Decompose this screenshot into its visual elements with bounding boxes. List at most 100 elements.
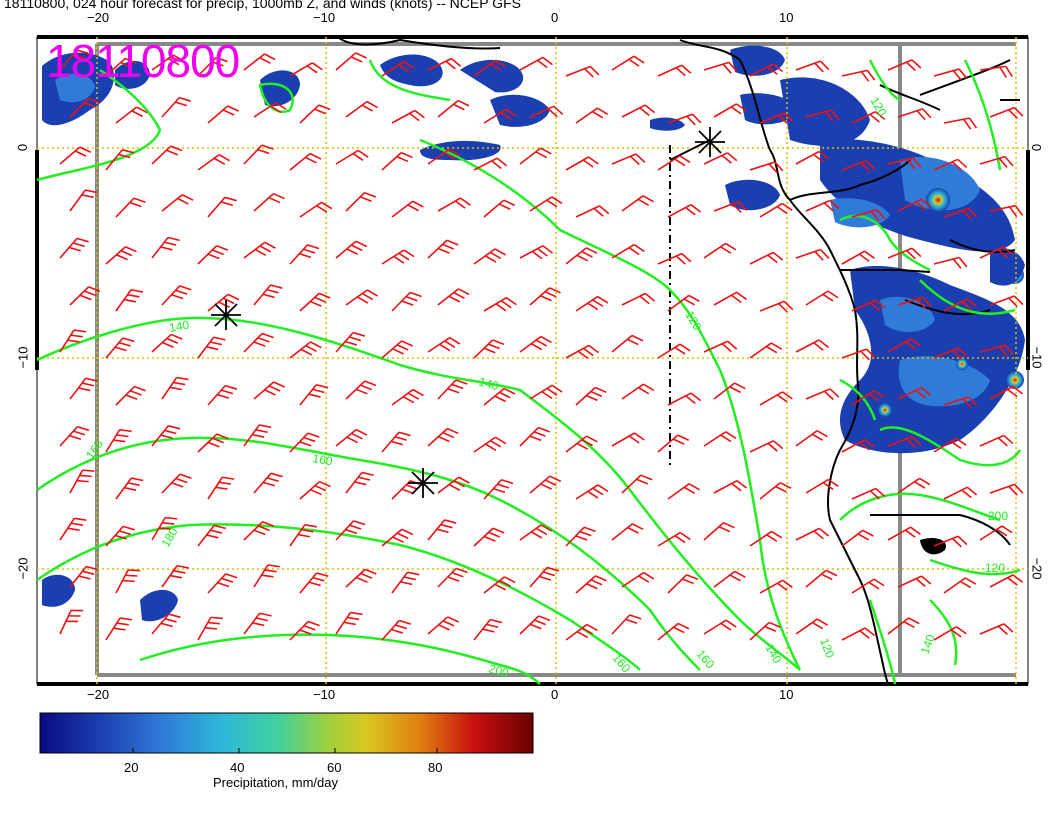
wind-barb <box>391 200 424 218</box>
wind-barb <box>207 105 240 124</box>
wind-barb <box>335 428 368 447</box>
wind-barb <box>933 256 968 269</box>
wind-barb <box>427 519 457 541</box>
wind-barb <box>979 155 1014 168</box>
wind-barb <box>243 332 274 353</box>
wind-barb <box>289 432 320 453</box>
wind-barb <box>519 426 550 447</box>
wind-barb <box>897 108 932 121</box>
height-contours <box>36 59 1022 685</box>
wind-barb <box>841 627 876 641</box>
wind-barb <box>69 286 101 306</box>
wind-barb <box>289 62 323 77</box>
wind-barb <box>933 68 968 81</box>
contour-label: 120 <box>985 561 1005 575</box>
wind-barb <box>381 619 412 641</box>
colorbar-tick-label: 40 <box>230 760 245 775</box>
wind-barb <box>611 614 642 635</box>
wind-barb <box>243 53 276 71</box>
wind-barb <box>841 69 876 82</box>
left-lat-tick: −20 <box>15 557 31 580</box>
wind-barb <box>657 64 692 77</box>
wind-barb <box>749 342 783 359</box>
wind-barb <box>805 199 840 212</box>
wind-barb <box>151 613 181 635</box>
wind-barb <box>483 297 517 312</box>
wind-barbs <box>59 49 1024 641</box>
wind-barb <box>299 383 329 406</box>
wind-barb <box>887 526 921 541</box>
wind-barb <box>473 527 505 547</box>
wind-barb <box>979 434 1014 447</box>
wind-barb <box>943 396 978 409</box>
wind-barb <box>943 117 978 130</box>
center-marker <box>211 300 241 330</box>
wind-barb <box>115 197 146 218</box>
wind-barb <box>841 529 874 547</box>
wind-barb <box>749 530 783 547</box>
wind-barb <box>989 574 1024 588</box>
bottom-lon-tick: −20 <box>87 687 110 702</box>
wind-barb <box>299 572 329 594</box>
wind-barb <box>381 60 415 77</box>
wind-barb <box>749 440 784 453</box>
wind-barb <box>391 291 422 312</box>
center-marker <box>695 127 725 157</box>
wind-barb <box>243 612 272 635</box>
contour-label: 120 <box>682 309 704 334</box>
wind-barb <box>621 104 656 118</box>
wind-barb <box>473 157 508 171</box>
wind-barb <box>427 57 462 71</box>
wind-barb <box>105 429 132 453</box>
wind-barb <box>483 387 516 406</box>
wind-barb <box>473 618 503 641</box>
wind-barb <box>197 616 223 641</box>
contour-label: 200 <box>988 509 1008 523</box>
wind-barb <box>391 109 425 124</box>
wind-barb <box>59 146 92 165</box>
wind-barb <box>989 204 1024 218</box>
wind-barb <box>345 471 374 494</box>
wind-barb <box>253 284 283 306</box>
contour-label: 160 <box>610 651 634 676</box>
wind-barb <box>805 478 839 494</box>
wind-barb <box>897 198 932 212</box>
wind-barb <box>989 106 1024 119</box>
wind-barb <box>933 535 968 548</box>
wind-barb <box>427 148 461 165</box>
wind-barb <box>151 333 183 353</box>
wind-barb <box>161 96 192 118</box>
wind-barb <box>979 623 1014 635</box>
wind-barb <box>381 431 411 453</box>
wind-barb <box>989 483 1024 496</box>
wind-barb <box>897 477 931 494</box>
wind-barb <box>151 425 181 447</box>
wind-barb <box>381 151 413 171</box>
wind-barb <box>933 437 967 453</box>
contour-label: 140 <box>918 632 938 656</box>
wind-barb <box>529 196 563 212</box>
wind-barb <box>529 475 562 494</box>
wind-barb <box>345 380 377 400</box>
wind-barb <box>565 623 598 641</box>
wind-barb <box>759 300 794 313</box>
wind-barb <box>703 242 737 259</box>
wind-barb <box>197 524 226 547</box>
wind-barb <box>253 564 280 588</box>
wind-barb <box>437 476 470 494</box>
wind-barb <box>253 381 286 400</box>
wind-barb <box>335 611 363 635</box>
wind-barb <box>335 240 368 259</box>
contour-label: 140 <box>477 374 500 393</box>
wind-barb <box>161 473 192 494</box>
wind-barb <box>529 566 559 588</box>
wind-barb <box>289 244 320 265</box>
wind-barb <box>69 469 95 494</box>
wind-barb <box>59 329 87 353</box>
contour-label: 160 <box>83 437 106 462</box>
wind-barb <box>621 292 656 306</box>
wind-barb <box>759 202 793 218</box>
wind-barb <box>207 196 237 218</box>
wind-barb <box>841 438 875 453</box>
wind-barb <box>897 386 932 400</box>
